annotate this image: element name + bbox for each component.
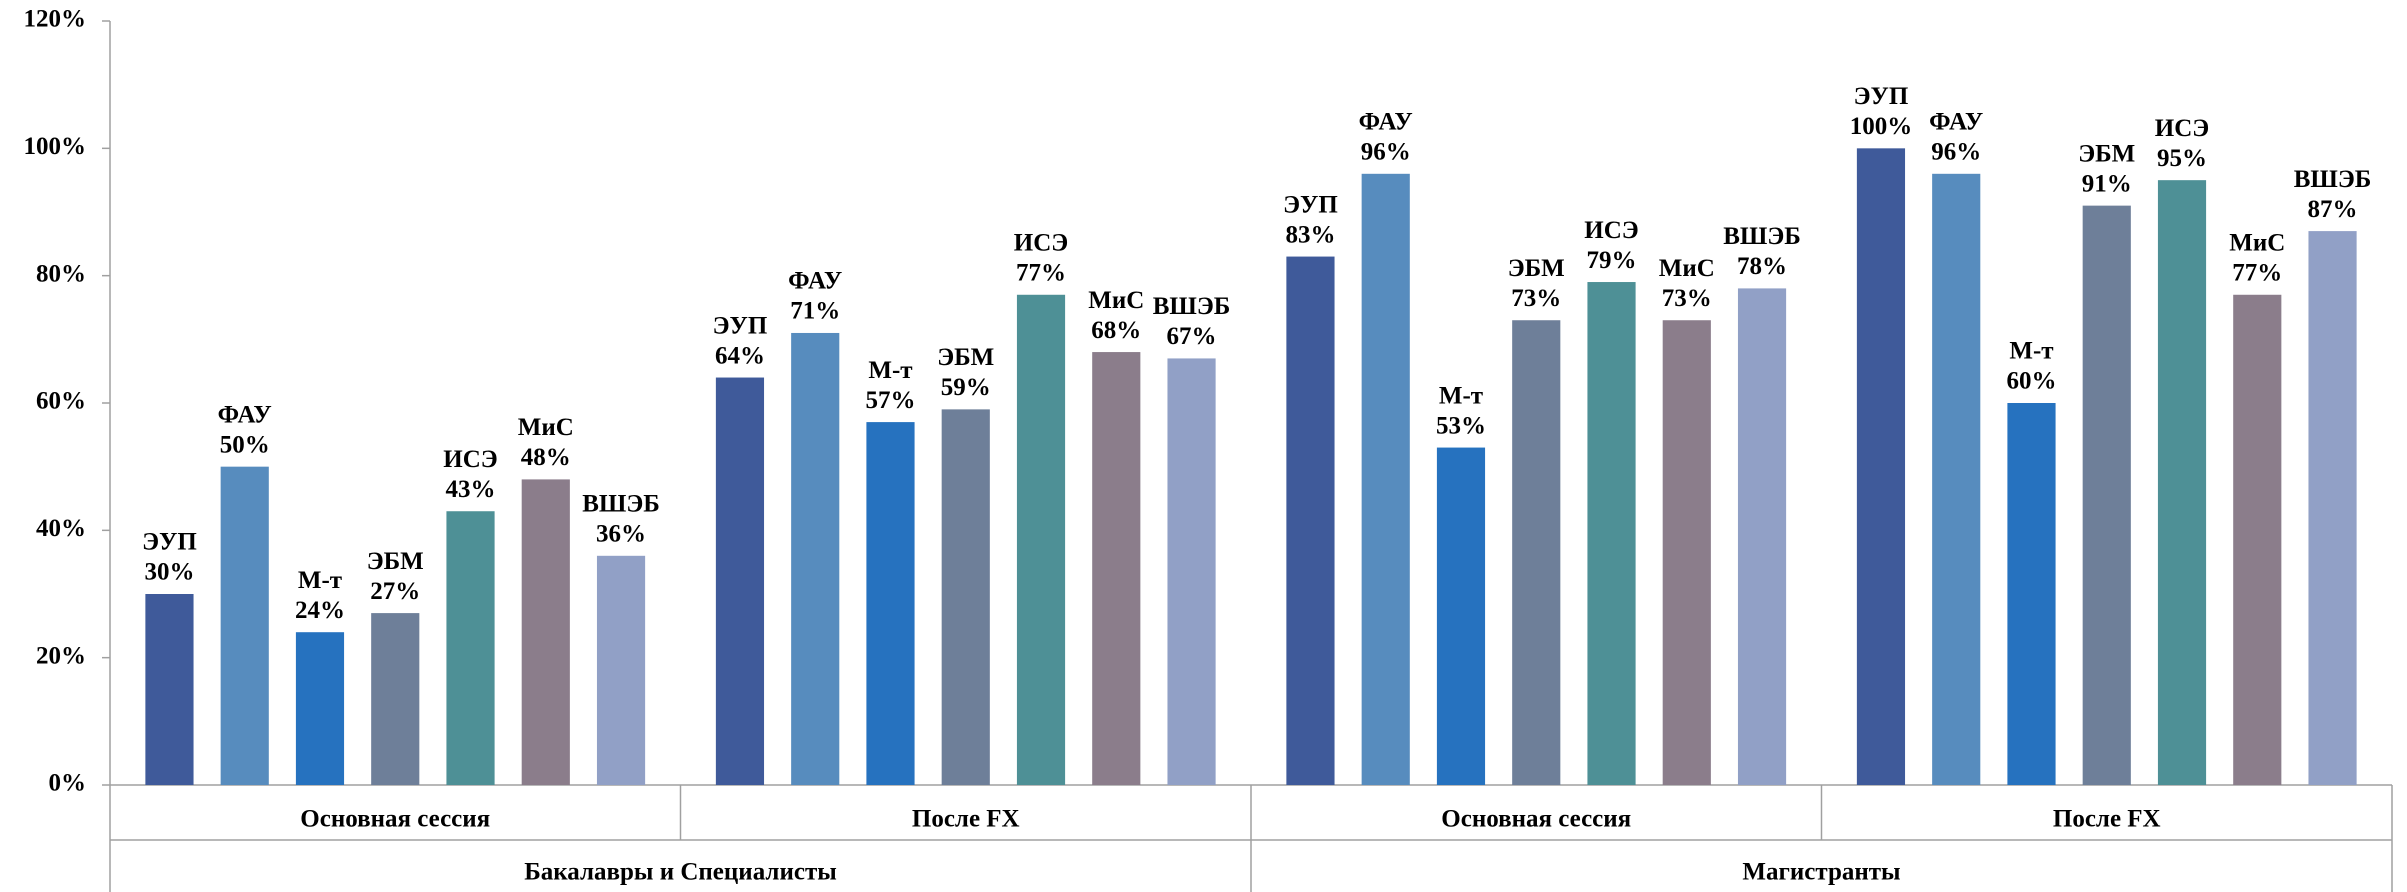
- data-label: 78%: [1737, 253, 1787, 280]
- data-label: 95%: [2157, 145, 2207, 172]
- bar: [145, 594, 194, 785]
- data-label-name: МиС: [518, 414, 574, 441]
- data-label: 59%: [941, 374, 991, 401]
- data-label: 91%: [2082, 170, 2132, 197]
- bar: [2007, 403, 2056, 785]
- data-label-name: ЭУП: [142, 529, 197, 556]
- bar: [715, 377, 765, 785]
- data-label: 36%: [596, 521, 646, 548]
- data-label-name: МиС: [2229, 230, 2285, 257]
- data-label: 96%: [1361, 139, 1411, 166]
- bar: [1512, 320, 1561, 785]
- y-tick-label: 40%: [36, 515, 86, 542]
- data-label: 77%: [1016, 260, 1066, 287]
- data-label-name: ФАУ: [218, 401, 272, 428]
- bar: [866, 422, 915, 785]
- data-label: 79%: [1587, 247, 1637, 274]
- bar: [1016, 294, 1066, 785]
- bar: [1436, 447, 1486, 785]
- data-label-name: М-т: [2009, 338, 2053, 365]
- y-tick-label: 100%: [24, 133, 87, 160]
- data-label-name: МиС: [1088, 287, 1144, 314]
- data-label: 67%: [1167, 323, 1217, 350]
- data-label-name: ФАУ: [788, 268, 842, 295]
- data-label-name: М-т: [1439, 382, 1483, 409]
- data-label-name: ЭБМ: [2078, 140, 2135, 167]
- data-label-name: ЭУП: [1854, 83, 1909, 110]
- x-tick-label: Основная сессия: [1441, 806, 1631, 833]
- data-label-name: ЭУП: [713, 312, 768, 339]
- data-label-name: МиС: [1659, 255, 1715, 282]
- bar: [220, 466, 269, 785]
- data-label: 83%: [1285, 221, 1335, 248]
- bar: [2157, 180, 2207, 785]
- y-tick-label: 120%: [24, 6, 87, 33]
- data-label-name: ИСЭ: [1014, 230, 1068, 257]
- bar: [1167, 358, 1216, 785]
- y-tick-label: 20%: [36, 642, 86, 669]
- data-label-name: ЭБМ: [1508, 255, 1565, 282]
- data-label-name: ФАУ: [1929, 109, 1983, 136]
- data-label-name: ЭБМ: [367, 548, 424, 575]
- bar: [596, 555, 646, 785]
- data-label-name: М-т: [298, 567, 342, 594]
- data-label-name: ВШЭБ: [582, 491, 660, 518]
- data-label: 96%: [1931, 139, 1981, 166]
- data-label: 68%: [1091, 317, 1141, 344]
- bar: [1856, 148, 1906, 786]
- y-tick-label: 60%: [36, 388, 86, 415]
- bar: [1737, 288, 1787, 785]
- bar: [2308, 231, 2357, 786]
- data-label: 57%: [865, 387, 915, 414]
- x-tick-label: После FX: [2053, 806, 2161, 833]
- x-group-label: Бакалавры и Специалисты: [524, 859, 837, 886]
- data-label: 53%: [1436, 412, 1486, 439]
- bar: [1361, 173, 1410, 786]
- data-label: 60%: [2006, 368, 2056, 395]
- y-tick-label: 80%: [36, 260, 86, 287]
- data-label: 27%: [370, 578, 420, 605]
- data-label-name: ИСЭ: [443, 446, 497, 473]
- data-label-name: ВШЭБ: [1153, 293, 1231, 320]
- x-group-label: Магистранты: [1742, 859, 1900, 886]
- bar: [1587, 282, 1636, 785]
- data-label: 73%: [1662, 285, 1712, 312]
- bar: [791, 332, 840, 785]
- bar: [1932, 173, 1981, 786]
- bar: [941, 409, 990, 785]
- bar: [2082, 205, 2131, 786]
- bar: [2233, 294, 2282, 785]
- data-label: 100%: [1850, 113, 1913, 140]
- data-label-name: ЭУП: [1283, 191, 1338, 218]
- data-label-name: ЭБМ: [937, 344, 994, 371]
- data-label-name: ИСЭ: [1584, 217, 1638, 244]
- data-label: 43%: [446, 476, 496, 503]
- data-label-name: ВШЭБ: [2294, 166, 2372, 193]
- data-label: 71%: [790, 298, 840, 325]
- data-label-name: ИСЭ: [2155, 115, 2209, 142]
- bar: [1092, 352, 1141, 785]
- data-label: 50%: [220, 431, 270, 458]
- data-label: 64%: [715, 342, 765, 369]
- x-tick-label: После FX: [912, 806, 1020, 833]
- y-tick-label: 0%: [49, 770, 87, 797]
- x-tick-label: Основная сессия: [300, 806, 490, 833]
- data-label: 24%: [295, 597, 345, 624]
- data-label-name: М-т: [868, 357, 912, 384]
- data-label-name: ВШЭБ: [1723, 223, 1801, 250]
- bar: [1662, 320, 1711, 785]
- data-label: 73%: [1511, 285, 1561, 312]
- data-label: 77%: [2232, 260, 2282, 287]
- data-label: 48%: [521, 444, 571, 471]
- bar: [371, 613, 420, 785]
- bar: [446, 511, 495, 785]
- bar: [521, 479, 570, 785]
- bar: [295, 632, 345, 785]
- data-label: 30%: [144, 559, 194, 586]
- data-label: 87%: [2308, 196, 2358, 223]
- bar: [1286, 256, 1335, 786]
- data-label-name: ФАУ: [1359, 109, 1413, 136]
